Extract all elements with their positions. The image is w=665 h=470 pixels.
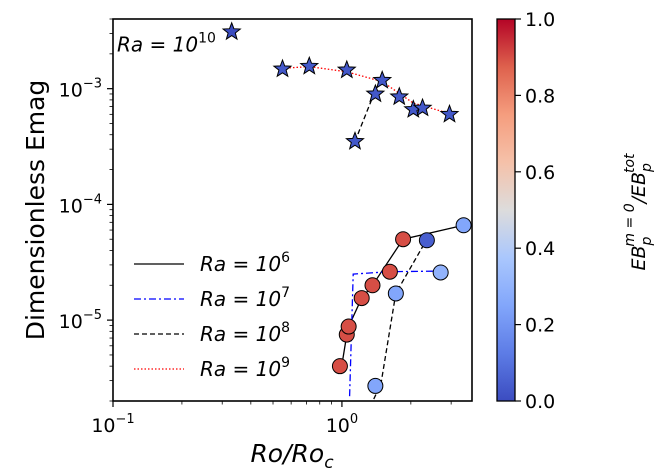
legend-label: Ra = 106	[200, 250, 290, 276]
data-point-circle	[455, 217, 472, 234]
y-axis-label: Dimensionless Emag	[21, 80, 50, 341]
data-point-star	[336, 59, 357, 79]
x-tick-label: 100	[326, 412, 358, 437]
ra-annotation: Ra = 1010	[117, 31, 216, 57]
colorbar-tick-label: 0.2	[525, 315, 555, 337]
data-point-circle	[418, 232, 435, 249]
colorbar-ticks: 0.0 0.2 0.4 0.6 0.8 1.0	[515, 9, 555, 413]
x-axis-label: Ro/Roc	[250, 439, 334, 470]
series-line-ra1e8-2	[372, 238, 428, 401]
legend-label: Ra = 108	[200, 320, 290, 346]
colorbar-tick-label: 0.0	[525, 391, 555, 413]
legend: Ra = 106 Ra = 107 Ra = 108 Ra = 109	[134, 250, 290, 381]
colorbar-label: EBpm = 0/EBptot	[622, 153, 655, 271]
data-point-star	[389, 86, 410, 106]
colorbar-tick-label: 0.4	[525, 238, 555, 260]
data-point-circle	[395, 231, 412, 248]
y-tick-label: 10−5	[59, 308, 102, 333]
x-tick-label: 10−1	[91, 412, 134, 437]
data-point-star	[365, 83, 386, 103]
data-point-star	[372, 69, 393, 89]
y-tick-label: 10−3	[59, 77, 102, 102]
data-point-circle	[432, 264, 449, 281]
data-point-circle	[353, 290, 370, 307]
data-point-circle	[381, 263, 398, 280]
y-axis-ticks: 10−5 10−4 10−3	[59, 18, 113, 402]
data-point-star	[439, 103, 460, 123]
series-line-ra1e8-3	[354, 93, 375, 142]
data-point-circle	[364, 277, 381, 294]
data-point-circle	[331, 358, 348, 375]
series-lines	[282, 65, 464, 401]
data-point-star	[272, 58, 293, 78]
colorbar-tick-label: 1.0	[525, 9, 555, 31]
legend-label: Ra = 109	[200, 355, 290, 381]
x-axis-ticks: 10−1 100	[91, 401, 452, 437]
data-point-star	[345, 130, 365, 150]
colorbar	[496, 18, 516, 402]
colorbar-tick-label: 0.8	[525, 85, 555, 107]
data-point-circle	[340, 318, 357, 335]
data-point-star	[221, 21, 242, 41]
colorbar-tick-label: 0.6	[525, 162, 555, 184]
plot-frame	[112, 18, 473, 402]
legend-label: Ra = 107	[200, 285, 290, 311]
data-point-circle	[387, 285, 404, 302]
y-tick-label: 10−4	[59, 192, 102, 217]
data-point-star	[412, 97, 433, 117]
data-point-circle	[367, 377, 384, 394]
data-points	[221, 21, 472, 394]
data-point-star	[299, 55, 320, 75]
